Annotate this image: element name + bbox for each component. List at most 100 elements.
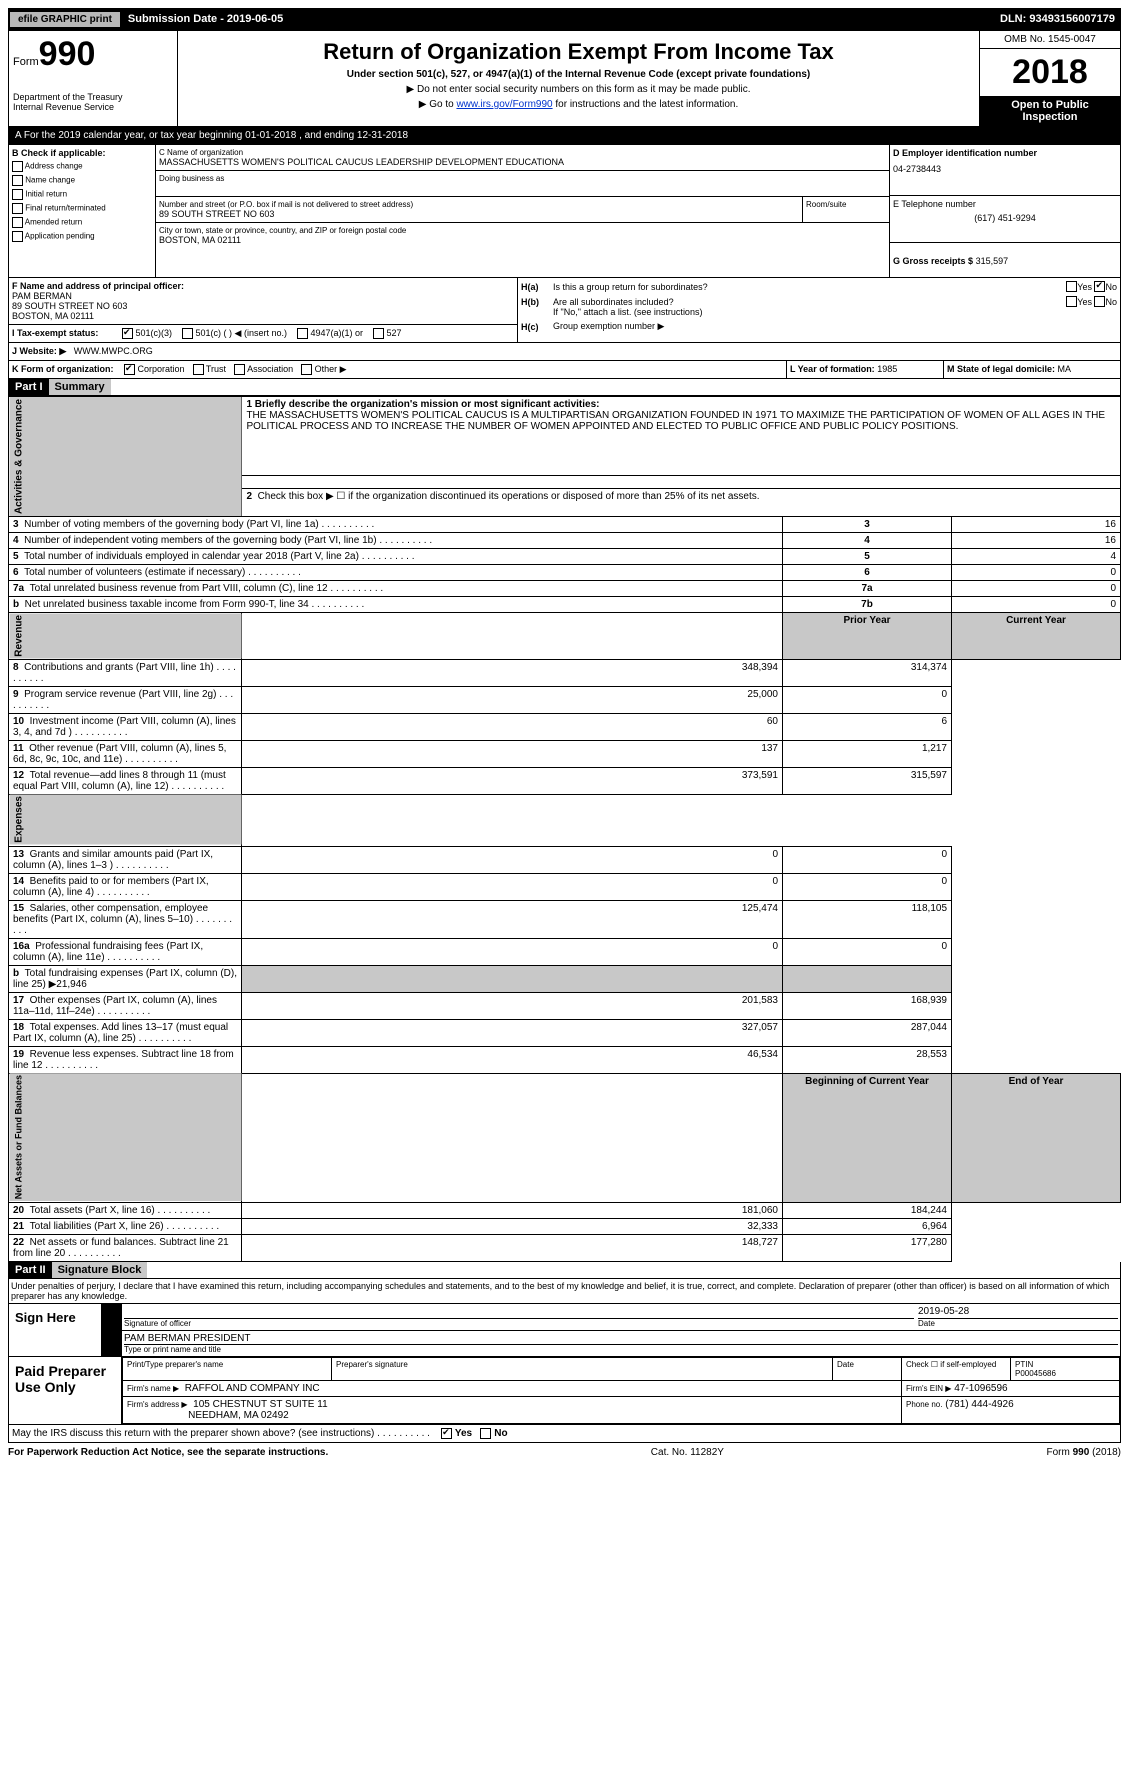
vlabel-revenue: Revenue — [9, 613, 242, 660]
mission-text: THE MASSACHUSETTS WOMEN'S POLITICAL CAUC… — [246, 410, 1116, 432]
tax-status-option: 527 — [373, 328, 402, 338]
part2-bar: Part IISignature Block — [8, 1262, 1121, 1279]
officer-city: BOSTON, MA 02111 — [12, 311, 514, 321]
discuss-no-checkbox[interactable] — [480, 1428, 491, 1439]
footer-mid: Cat. No. 11282Y — [651, 1447, 724, 1458]
discuss-text: May the IRS discuss this return with the… — [12, 1428, 374, 1439]
table-row: 3 Number of voting members of the govern… — [9, 517, 1121, 533]
box-d-label: D Employer identification number — [893, 148, 1117, 158]
checkbox[interactable] — [12, 175, 23, 186]
discuss-no: No — [494, 1428, 507, 1439]
table-row: 6 Total number of volunteers (estimate i… — [9, 565, 1121, 581]
checkbox[interactable] — [124, 364, 135, 375]
firm-addr2: NEEDHAM, MA 02492 — [188, 1410, 289, 1421]
line2-text: Check this box ▶ ☐ if the organization d… — [258, 491, 760, 502]
table-row: 16a Professional fundraising fees (Part … — [9, 938, 1121, 965]
table-row: 8 Contributions and grants (Part VIII, l… — [9, 659, 1121, 686]
firm-addr-label: Firm's address ▶ — [127, 1400, 188, 1409]
box-j-label: J Website: ▶ — [12, 346, 66, 356]
checkbox[interactable] — [12, 217, 23, 228]
org-form-option: Association — [234, 364, 293, 374]
vlabel-expenses: Expenses — [9, 794, 242, 846]
checkbox[interactable] — [12, 189, 23, 200]
org-form-option: Corporation — [124, 364, 185, 374]
sign-here-label: Sign Here — [9, 1304, 102, 1356]
table-row: 18 Total expenses. Add lines 13–17 (must… — [9, 1019, 1121, 1046]
firm-ein: 47-1096596 — [954, 1383, 1007, 1394]
checkbox[interactable] — [193, 364, 204, 375]
table-row: b Net unrelated business taxable income … — [9, 597, 1121, 613]
prep-sig-label: Preparer's signature — [332, 1357, 833, 1380]
paid-preparer-label: Paid Preparer Use Only — [9, 1357, 122, 1424]
info-grid-klm: K Form of organization: Corporation Trus… — [8, 361, 1121, 379]
department: Department of the Treasury Internal Reve… — [13, 92, 173, 112]
box-f-label: F Name and address of principal officer: — [12, 281, 514, 291]
hc-text: Group exemption number ▶ — [553, 321, 664, 332]
sig-date-label: Date — [918, 1319, 1118, 1328]
hb-yes-checkbox[interactable] — [1066, 296, 1077, 307]
telephone-value: (617) 451-9294 — [893, 213, 1117, 223]
prep-name-label: Print/Type preparer's name — [123, 1357, 332, 1380]
perjury-text: Under penalties of perjury, I declare th… — [8, 1279, 1121, 1304]
checkbox[interactable] — [12, 231, 23, 242]
paid-preparer-section: Paid Preparer Use Only Print/Type prepar… — [8, 1357, 1121, 1425]
org-name: MASSACHUSETTS WOMEN'S POLITICAL CAUCUS L… — [159, 157, 886, 167]
ha-yes-checkbox[interactable] — [1066, 281, 1077, 292]
box-m-label: M State of legal domicile: — [947, 364, 1055, 374]
box-l-label: L Year of formation: — [790, 364, 875, 374]
page-footer: For Paperwork Reduction Act Notice, see … — [8, 1443, 1121, 1458]
checkbox[interactable] — [373, 328, 384, 339]
tax-year: 2018 — [980, 49, 1120, 96]
checkbox[interactable] — [297, 328, 308, 339]
hb-text: Are all subordinates included? — [553, 297, 1066, 307]
note-goto-pre: ▶ Go to — [419, 99, 457, 110]
sign-arrow-icon — [102, 1304, 122, 1330]
table-row: 11 Other revenue (Part VIII, column (A),… — [9, 740, 1121, 767]
checkbox[interactable] — [182, 328, 193, 339]
section-a-bar: A For the 2019 calendar year, or tax yea… — [8, 127, 1121, 145]
street-label: Number and street (or P.O. box if mail i… — [159, 200, 799, 209]
checkbox[interactable] — [301, 364, 312, 375]
info-grid-fh: F Name and address of principal officer:… — [8, 278, 1121, 343]
website-value: WWW.MWPC.ORG — [74, 346, 153, 356]
footer-left: For Paperwork Reduction Act Notice, see … — [8, 1447, 328, 1458]
omb-number: OMB No. 1545-0047 — [980, 31, 1120, 49]
efile-button[interactable]: efile GRAPHIC print — [10, 12, 120, 27]
checkbox[interactable] — [12, 203, 23, 214]
box-e-label: E Telephone number — [893, 199, 1117, 209]
note-ssn: ▶ Do not enter social security numbers o… — [182, 84, 975, 95]
box-b-item: Address change — [12, 161, 152, 172]
part1-title: Summary — [49, 379, 111, 395]
note-goto-post: for instructions and the latest informat… — [553, 99, 739, 110]
table-row: 14 Benefits paid to or for members (Part… — [9, 873, 1121, 900]
box-c-name-label: C Name of organization — [159, 148, 886, 157]
city-label: City or town, state or province, country… — [159, 226, 886, 235]
ha-no-checkbox[interactable] — [1094, 281, 1105, 292]
discuss-yes-checkbox[interactable] — [441, 1428, 452, 1439]
part2-title: Signature Block — [52, 1262, 148, 1278]
form-label: Form — [13, 56, 39, 68]
street-value: 89 SOUTH STREET NO 603 — [159, 209, 799, 219]
box-b-item: Initial return — [12, 189, 152, 200]
note-goto: ▶ Go to www.irs.gov/Form990 for instruct… — [182, 99, 975, 110]
irs-link[interactable]: www.irs.gov/Form990 — [456, 99, 552, 110]
checkbox[interactable] — [122, 328, 133, 339]
checkbox[interactable] — [12, 161, 23, 172]
table-row: 20 Total assets (Part X, line 16)181,060… — [9, 1202, 1121, 1218]
firm-ein-label: Firm's EIN ▶ — [906, 1384, 951, 1393]
type-name-label: Type or print name and title — [124, 1345, 1118, 1354]
hb-no: No — [1105, 297, 1117, 307]
box-g-label: G Gross receipts $ — [893, 256, 973, 266]
year-formation: 1985 — [877, 364, 897, 374]
checkbox[interactable] — [234, 364, 245, 375]
info-grid-j: J Website: ▶ WWW.MWPC.ORG — [8, 343, 1121, 361]
top-bar: efile GRAPHIC print Submission Date - 20… — [8, 8, 1121, 30]
org-form-option: Trust — [193, 364, 227, 374]
org-form-option: Other ▶ — [301, 364, 346, 374]
hb-no-checkbox[interactable] — [1094, 296, 1105, 307]
prep-date-label: Date — [833, 1357, 902, 1380]
footer-right: Form 990 (2018) — [1047, 1447, 1121, 1458]
firm-name: RAFFOL AND COMPANY INC — [185, 1383, 320, 1394]
hc-label: H(c) — [521, 322, 553, 332]
tax-status-option: 501(c)(3) — [122, 328, 172, 338]
